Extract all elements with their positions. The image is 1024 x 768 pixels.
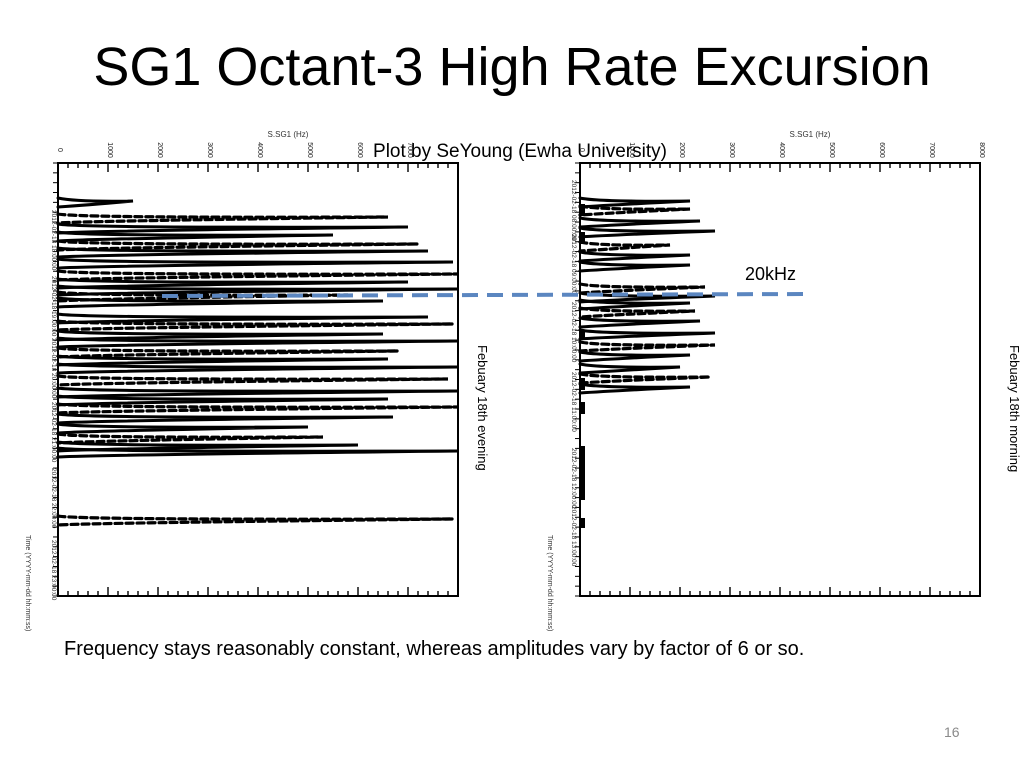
right-side-label: Febuary 18th morning [1007,345,1022,472]
right-plot-panel: S.SG1 (Hz) 0 1000 2000 3000 4000 5000 6000 7000 8… [546,130,1022,631]
right-baseline-cluster [580,378,585,390]
left-spike-line [56,269,459,282]
left-spike-line [56,402,459,415]
right-spike-line [578,240,671,253]
left-x-tick-label: 2000 [156,142,163,158]
right-x-tick-label: 2000 [678,142,685,158]
left-x-tick-label: 7000 [406,142,413,158]
right-time-tick-label: 2012-02-18 10:00:00 [570,302,577,363]
left-time-tick-label: 2012-02-18 21:00:00 [50,402,57,463]
left-spike-line [56,362,459,375]
right-axis-title: S.SG1 (Hz) [790,130,831,139]
left-spike-line [56,239,419,252]
left-spike-line [56,230,334,243]
slide-number: 16 [944,724,960,740]
left-spike-line [56,394,389,407]
right-x-tick-label: 0 [578,148,585,152]
right-x-tick-label: 3000 [728,142,735,158]
plot-credit: Plot by SeYoung (Ewha University) [373,141,667,162]
left-spike-line [56,412,394,425]
right-spike-line [578,260,691,273]
right-baseline-cluster [580,232,585,244]
left-time-tick-label: 2012-02-18 20:00:00 [50,338,57,399]
left-spike-line [56,422,309,435]
right-baseline-cluster [580,446,585,500]
right-time-tick-label: 2012-02-18 09:00:00 [570,234,577,295]
right-spike-line [578,316,701,329]
right-spike-line [578,328,716,341]
right-spike-line [578,372,711,385]
right-x-tick-label: 1000 [628,142,635,158]
right-time-tick-label: 2012-02-18 13:00:00 [570,506,577,567]
right-baseline-cluster [580,402,585,414]
left-spike-line [56,386,459,399]
right-spike-line [578,306,696,319]
left-time-tick-label: 2012-02-18 19:00:00 [50,276,57,337]
left-spike-line [56,222,409,235]
left-spike-line [56,514,454,527]
threshold-dashed-line [161,292,809,298]
left-spike-line [56,354,389,367]
left-plot-panel: S.SG1 (Hz) 0 1000 2000 3000 4000 5000 6000 7000 2… [24,130,490,631]
slide-title: SG1 Octant-3 High Rate Excursion [93,37,931,97]
right-spike-line [578,226,716,239]
left-spike-line [56,246,429,259]
right-spike-line [578,298,691,311]
left-spike-line [56,336,459,349]
right-x-tick-label: 8000 [978,142,985,158]
right-baseline-cluster [580,330,585,340]
left-spike-line [56,296,384,309]
right-x-tick-label: 5000 [828,142,835,158]
left-spike-line [56,446,459,459]
right-spike-line [578,250,691,263]
left-spike-line [56,319,454,332]
right-spike-line [578,382,691,395]
left-x-tick-label: 3000 [206,142,213,158]
left-x-tick-label: 4000 [256,142,263,158]
left-x-tick-label: 6000 [356,142,363,158]
right-spike-line [578,340,716,353]
left-spike-line [56,432,324,445]
right-time-tick-label: 2012-02-18 08:00:00 [570,180,577,241]
left-spike-line [56,374,449,387]
slide-caption: Frequency stays reasonably constant, whe… [64,638,805,660]
right-time-tick-label: 2012-02-18 11:00:00 [570,372,577,432]
threshold-label: 20kHz [745,264,797,284]
left-time-axis-label: Time (YYYY-mm-dd hh:mm:ss) [24,535,31,631]
left-spike-line [56,257,454,270]
right-spike-line [578,196,691,209]
right-baseline-cluster [580,518,585,528]
left-spike-line [56,346,399,359]
left-time-tick-label: 2012-02-18 22:00:00 [50,468,57,529]
left-x-tick-label: 0 [56,148,63,152]
right-spike-line [578,282,706,295]
left-x-tick-label: 1000 [106,142,113,158]
left-spike-line [56,277,409,290]
left-x-tick-label: 5000 [306,142,313,158]
left-axis-title: S.SG1 (Hz) [268,130,309,139]
right-time-tick-label: 2012-02-18 12:00:00 [570,448,577,509]
right-x-tick-label: 6000 [878,142,885,158]
left-spike-line [56,196,134,209]
right-baseline-cluster [580,204,585,216]
right-spike-line [578,362,681,375]
left-time-tick-label: 2012-02-18 23:00:00 [50,540,57,601]
right-time-axis-label: Time (YYYY-mm-dd hh:mm:ss) [546,535,553,631]
right-spike-line [578,350,691,363]
left-spike-line [56,212,389,225]
right-spike-line [578,204,691,217]
right-x-tick-label: 7000 [928,142,935,158]
left-side-label: Febuary 18th evening [475,345,490,471]
left-time-tick-label: 2012-02-18 18:00:00 [50,210,57,271]
right-x-tick-label: 4000 [778,142,785,158]
right-spike-line [578,216,701,229]
